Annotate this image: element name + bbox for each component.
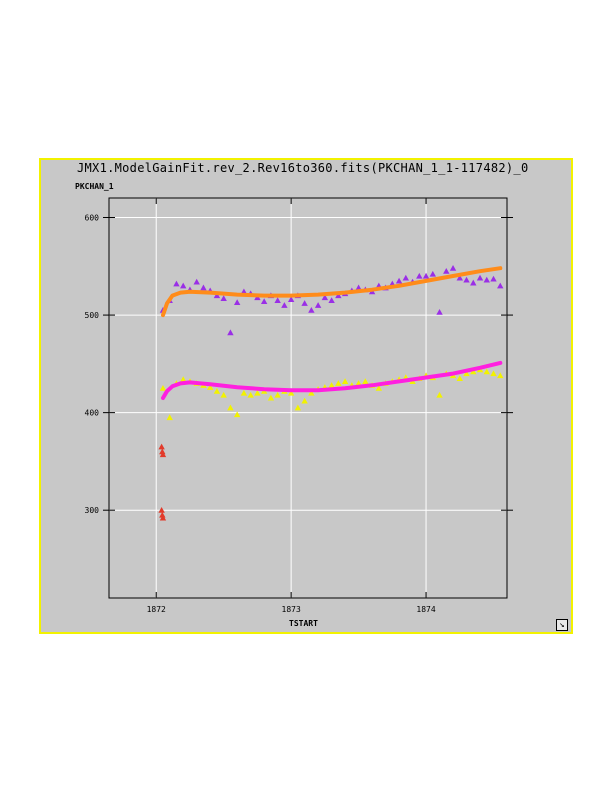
data-point — [158, 443, 165, 450]
data-point — [328, 382, 335, 388]
data-point — [490, 275, 497, 282]
data-point — [497, 372, 504, 379]
data-point — [483, 276, 490, 283]
data-point — [166, 414, 173, 421]
data-point — [335, 380, 342, 386]
data-point — [483, 368, 490, 375]
y-tick-label: 600 — [85, 214, 100, 223]
data-point — [470, 368, 477, 375]
data-point — [341, 378, 349, 384]
x-axis-label: TSTART — [289, 619, 318, 628]
x-tick-label: 1873 — [282, 605, 301, 614]
data-point — [443, 267, 450, 274]
data-point — [193, 278, 200, 285]
data-point — [220, 295, 227, 302]
data-point — [301, 397, 308, 404]
data-point — [247, 391, 254, 398]
data-point — [213, 292, 221, 299]
data-point — [281, 302, 288, 308]
data-point — [335, 292, 342, 299]
data-point — [200, 284, 207, 291]
x-tick-label: 1872 — [147, 605, 166, 614]
data-point — [274, 391, 281, 398]
data-point — [274, 297, 281, 303]
y-tick-label: 300 — [85, 506, 100, 515]
data-point — [233, 299, 241, 305]
resize-handle-icon[interactable]: ↘ — [556, 619, 568, 631]
data-point — [490, 370, 497, 377]
data-point — [436, 391, 443, 398]
fit-line — [161, 360, 503, 400]
data-point — [287, 296, 295, 303]
y-axis-label: PKCHAN_1 — [75, 182, 114, 191]
data-point — [159, 514, 167, 521]
data-point — [436, 308, 443, 315]
plot-area — [108, 197, 508, 599]
data-point — [395, 277, 403, 284]
plot-window: JMX1.ModelGainFit.rev_2.Rev16to360.fits(… — [39, 158, 573, 634]
data-point — [180, 282, 187, 289]
data-point — [402, 274, 410, 281]
data-point — [355, 380, 362, 386]
data-point — [159, 511, 166, 518]
data-point — [220, 391, 227, 398]
data-point — [180, 376, 187, 383]
data-point — [206, 384, 214, 390]
data-point — [240, 288, 248, 295]
data-point — [233, 411, 241, 418]
y-tick-label: 400 — [85, 409, 100, 418]
data-point — [301, 300, 308, 306]
data-point — [314, 302, 322, 308]
data-point — [328, 297, 335, 303]
data-point — [476, 274, 484, 281]
y-tick-label: 500 — [85, 311, 100, 320]
plot-title: JMX1.ModelGainFit.rev_2.Rev16to360.fits(… — [77, 161, 529, 175]
data-point — [362, 378, 369, 384]
data-point — [213, 387, 221, 394]
data-point — [260, 298, 268, 304]
data-point — [159, 448, 166, 455]
data-point — [463, 276, 470, 283]
data-point — [227, 404, 234, 411]
data-point — [463, 370, 470, 377]
data-point — [497, 282, 504, 289]
data-point — [308, 389, 315, 396]
data-point — [429, 270, 436, 277]
x-tick-label: 1874 — [416, 605, 435, 614]
chart-canvas: 1872 1873 1874 300 400 500 600 — [85, 197, 513, 614]
data-point — [456, 375, 463, 382]
data-point — [355, 284, 362, 291]
data-point — [158, 506, 165, 513]
data-point — [449, 265, 457, 271]
data-point — [321, 294, 329, 301]
data-point — [422, 272, 430, 279]
data-point — [375, 385, 383, 391]
data-point — [308, 306, 315, 313]
data-point — [294, 404, 302, 411]
data-point — [173, 280, 180, 287]
data-point — [240, 389, 248, 396]
data-point — [159, 385, 167, 391]
data-point — [456, 274, 463, 281]
data-point — [159, 451, 167, 458]
data-point — [227, 329, 234, 336]
data-point — [416, 272, 423, 279]
data-point — [470, 279, 477, 286]
data-point — [254, 389, 261, 396]
data-point — [287, 389, 295, 396]
fit-line — [161, 266, 503, 318]
data-point — [267, 394, 275, 401]
